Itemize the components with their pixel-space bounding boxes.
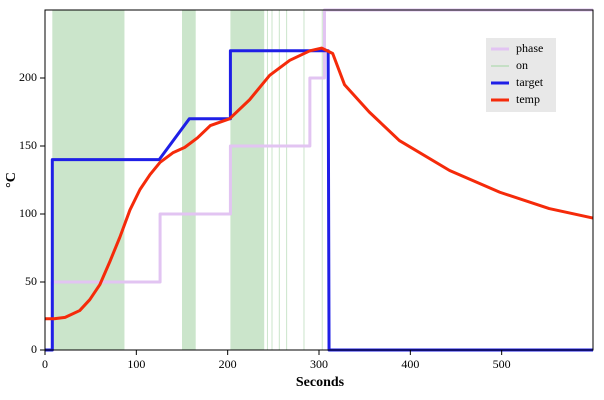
legend-label: temp xyxy=(516,92,540,106)
on-span xyxy=(266,10,268,350)
y-tick-label: 50 xyxy=(25,274,37,288)
on-span xyxy=(303,10,305,350)
x-tick-label: 300 xyxy=(310,357,328,371)
on-span xyxy=(230,10,265,350)
y-tick-label: 100 xyxy=(19,206,37,220)
on-span xyxy=(321,10,323,350)
y-axis-label: °C xyxy=(4,172,19,188)
y-tick-label: 0 xyxy=(31,342,37,356)
x-tick-label: 200 xyxy=(219,357,237,371)
y-tick-label: 150 xyxy=(19,138,37,152)
legend-label: target xyxy=(516,75,544,89)
x-tick-label: 500 xyxy=(493,357,511,371)
on-span xyxy=(286,10,288,350)
on-span xyxy=(271,10,273,350)
x-axis-label: Seconds xyxy=(296,375,345,390)
on-span xyxy=(182,10,196,350)
x-tick-label: 400 xyxy=(401,357,419,371)
series-line xyxy=(45,46,594,321)
legend-label: phase xyxy=(516,41,543,55)
y-tick-label: 200 xyxy=(19,70,37,84)
x-tick-label: 0 xyxy=(42,357,48,371)
legend-label: on xyxy=(516,58,528,72)
x-tick-label: 100 xyxy=(127,357,145,371)
on-span xyxy=(52,10,125,350)
series-line xyxy=(45,49,593,352)
on-span xyxy=(278,10,280,350)
